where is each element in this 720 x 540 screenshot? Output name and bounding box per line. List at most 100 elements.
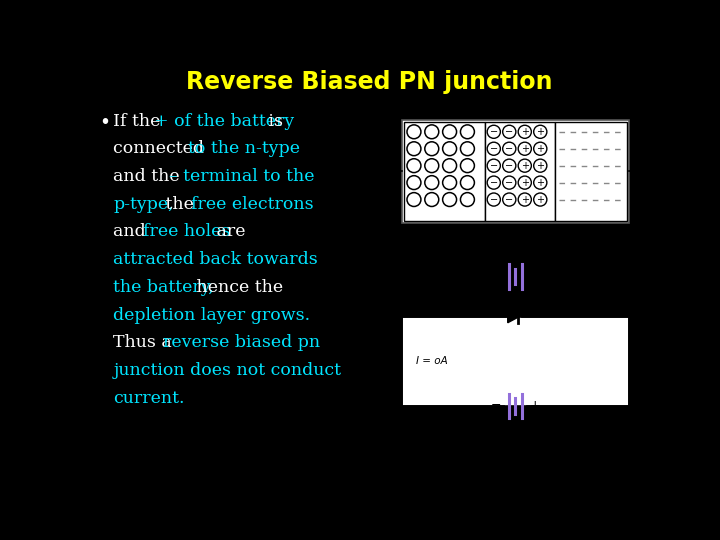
- Text: −: −: [505, 178, 513, 187]
- Circle shape: [518, 125, 531, 138]
- Circle shape: [534, 193, 547, 206]
- Text: depletion layer grows.: depletion layer grows.: [113, 307, 310, 323]
- Circle shape: [503, 193, 516, 206]
- Circle shape: [425, 176, 438, 190]
- Text: p: p: [441, 108, 448, 118]
- Text: +: +: [521, 161, 528, 171]
- Circle shape: [487, 159, 500, 172]
- Text: −: −: [490, 194, 498, 205]
- Circle shape: [518, 142, 531, 156]
- Text: +: +: [536, 127, 544, 137]
- Circle shape: [534, 176, 547, 189]
- Circle shape: [503, 125, 516, 138]
- Circle shape: [443, 142, 456, 156]
- Text: free holes: free holes: [143, 224, 230, 240]
- Text: +: +: [521, 178, 528, 187]
- Text: (b): (b): [508, 435, 523, 445]
- Text: −: −: [490, 144, 498, 154]
- Circle shape: [534, 142, 547, 156]
- Text: If the: If the: [113, 112, 166, 130]
- Text: are: are: [211, 224, 245, 240]
- Text: connected: connected: [113, 140, 210, 157]
- Text: +: +: [536, 178, 544, 187]
- Circle shape: [534, 159, 547, 172]
- Text: +: +: [521, 144, 528, 154]
- Text: +: +: [536, 144, 544, 154]
- Circle shape: [503, 142, 516, 156]
- Text: free electrons: free electrons: [191, 195, 313, 213]
- Text: +: +: [536, 194, 544, 205]
- Text: −: −: [505, 144, 513, 154]
- Text: V: V: [512, 294, 519, 303]
- Bar: [402, 318, 629, 406]
- Text: I: I: [528, 262, 531, 272]
- Text: I = oA: I = oA: [416, 356, 448, 366]
- Polygon shape: [508, 312, 518, 323]
- Circle shape: [443, 159, 456, 173]
- Circle shape: [503, 159, 516, 172]
- Text: junction does not conduct: junction does not conduct: [113, 362, 341, 379]
- Circle shape: [487, 176, 500, 189]
- Text: −: −: [505, 127, 513, 137]
- Circle shape: [487, 193, 500, 206]
- Circle shape: [461, 125, 474, 139]
- Text: is: is: [263, 112, 283, 130]
- Text: (K): (K): [539, 301, 554, 311]
- Text: +: +: [521, 127, 528, 137]
- Circle shape: [425, 159, 438, 173]
- Bar: [485, 122, 555, 221]
- Circle shape: [407, 159, 421, 173]
- Text: and the: and the: [113, 168, 185, 185]
- Text: + of the battery: + of the battery: [154, 112, 294, 130]
- Text: hence the: hence the: [192, 279, 284, 296]
- Circle shape: [407, 176, 421, 190]
- Circle shape: [443, 176, 456, 190]
- Text: −: −: [490, 127, 498, 137]
- Circle shape: [407, 142, 421, 156]
- Text: +: +: [521, 194, 528, 205]
- Text: (A): (A): [473, 301, 488, 311]
- Text: n: n: [587, 108, 594, 118]
- Circle shape: [518, 193, 531, 206]
- Text: and: and: [113, 224, 151, 240]
- Text: −: −: [505, 194, 513, 205]
- Text: +: +: [536, 161, 544, 171]
- Text: +: +: [529, 400, 540, 413]
- Circle shape: [461, 193, 474, 206]
- Circle shape: [487, 125, 500, 138]
- Circle shape: [518, 176, 531, 189]
- Text: Reverse Biased PN junction: Reverse Biased PN junction: [186, 70, 552, 94]
- Circle shape: [407, 193, 421, 206]
- Bar: [404, 122, 485, 221]
- Circle shape: [443, 193, 456, 206]
- Circle shape: [407, 125, 421, 139]
- Text: reverse biased pn: reverse biased pn: [163, 334, 320, 352]
- Circle shape: [534, 125, 547, 138]
- Circle shape: [503, 176, 516, 189]
- Text: p-type,: p-type,: [113, 195, 174, 213]
- Text: V: V: [512, 423, 519, 433]
- Text: current.: current.: [113, 390, 185, 407]
- Text: −: −: [490, 178, 498, 187]
- Text: the battery,: the battery,: [113, 279, 214, 296]
- Circle shape: [461, 176, 474, 190]
- Bar: [555, 122, 627, 221]
- Circle shape: [443, 125, 456, 139]
- Circle shape: [425, 193, 438, 206]
- Text: – terminal to the: – terminal to the: [169, 168, 315, 185]
- Circle shape: [425, 142, 438, 156]
- Circle shape: [518, 159, 531, 172]
- Circle shape: [461, 142, 474, 156]
- Text: −: −: [505, 161, 513, 171]
- Circle shape: [461, 159, 474, 173]
- Text: −: −: [491, 400, 502, 413]
- Circle shape: [487, 142, 500, 156]
- Text: −: −: [490, 161, 498, 171]
- Text: to the n-type: to the n-type: [188, 140, 300, 157]
- Text: (a): (a): [508, 306, 523, 316]
- Text: attracted back towards: attracted back towards: [113, 251, 318, 268]
- Circle shape: [425, 125, 438, 139]
- Bar: [402, 120, 629, 222]
- Text: Thus a: Thus a: [113, 334, 178, 352]
- Text: the: the: [161, 195, 199, 213]
